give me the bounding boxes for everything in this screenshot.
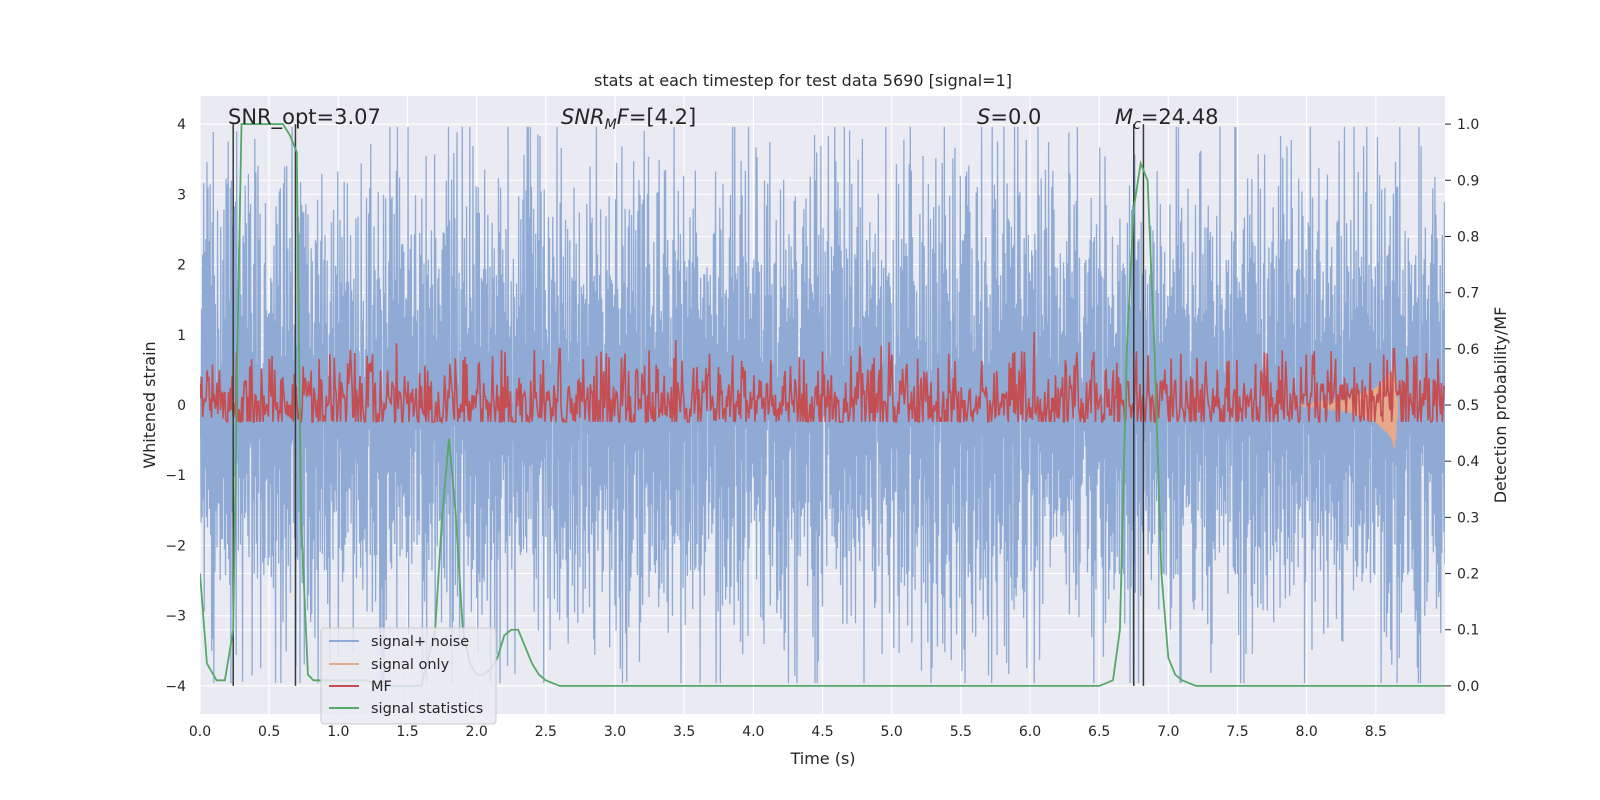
annotation-s: S=0.0 [977, 105, 1041, 129]
y-tick-label: 4 [177, 117, 186, 133]
legend-label-mf: MF [371, 679, 392, 695]
series-mf [200, 331, 1445, 425]
y2-tick-label: 0.1 [1457, 623, 1479, 639]
y2-tick-label: 1.0 [1457, 117, 1479, 133]
legend-label-signal-noise: signal+ noise [371, 634, 469, 650]
legend-label-signal-statistics: signal statistics [371, 701, 483, 717]
x-tick-label: 8.5 [1365, 724, 1387, 740]
x-tick-label: 2.0 [466, 724, 488, 740]
mc-sub: c [1133, 117, 1141, 133]
x-tick-label: 1.0 [327, 724, 349, 740]
x-axis-label: Time (s) [789, 749, 855, 768]
y-axis-label: Whitened strain [140, 341, 159, 468]
data-layer [200, 123, 1445, 687]
annotation-mc: Mc=24.48 [1115, 105, 1219, 133]
x-tick-label: 3.0 [604, 724, 626, 740]
x-tick-label: 4.5 [811, 724, 833, 740]
x-tick-label: 5.5 [950, 724, 972, 740]
y-tick-label: −4 [165, 679, 186, 695]
y-tick-label: −3 [165, 609, 186, 625]
x-tick-label: 8.0 [1296, 724, 1318, 740]
x-tick-label: 7.0 [1157, 724, 1179, 740]
x-tick-label: 3.5 [673, 724, 695, 740]
y2-axis-ticks: 0.0 0.1 0.2 0.3 0.4 0.5 0.6 0.7 0.8 0.9 1.0 [1445, 117, 1479, 695]
y-tick-label: −2 [165, 538, 186, 554]
y2-axis-label: Detection probability/MF [1491, 307, 1510, 504]
y2-tick-label: 0.9 [1457, 173, 1479, 189]
x-tick-label: 4.0 [742, 724, 764, 740]
y-axis-ticks: −4 −3 −2 −1 0 1 2 3 4 [165, 117, 186, 695]
y2-tick-label: 0.4 [1457, 454, 1479, 470]
y-tick-label: 3 [177, 187, 186, 203]
snr-mf-sub: M [605, 117, 617, 133]
x-tick-label: 2.5 [535, 724, 557, 740]
x-tick-label: 6.0 [1019, 724, 1041, 740]
y2-tick-label: 0.2 [1457, 567, 1479, 583]
snr-mf-f: F [617, 105, 630, 129]
snr-mf-value: =[4.2] [629, 105, 696, 129]
x-tick-label: 5.0 [881, 724, 903, 740]
y2-tick-label: 0.7 [1457, 286, 1479, 302]
s-name: S [977, 105, 990, 129]
s-value: =0.0 [990, 105, 1041, 129]
x-tick-label: 7.5 [1226, 724, 1248, 740]
legend-box [320, 627, 497, 725]
y2-tick-label: 0.0 [1457, 679, 1479, 695]
annotation-snr-mf: SNRMF=[4.2] [561, 105, 696, 133]
series-signal-noise [200, 126, 1445, 684]
legend: signal+ noise signal only MF signal stat… [320, 627, 497, 725]
y-tick-label: −1 [165, 468, 186, 484]
x-tick-label: 1.5 [396, 724, 418, 740]
mc-value: =24.48 [1141, 105, 1219, 129]
y-tick-label: 2 [177, 258, 186, 274]
y2-tick-label: 0.5 [1457, 398, 1479, 414]
y2-tick-label: 0.3 [1457, 510, 1479, 526]
y-tick-label: 0 [177, 398, 186, 414]
y2-tick-label: 0.8 [1457, 229, 1479, 245]
y-tick-label: 1 [177, 328, 186, 344]
x-tick-label: 0.5 [258, 724, 280, 740]
legend-label-signal-only: signal only [371, 657, 450, 673]
y2-tick-label: 0.6 [1457, 342, 1479, 358]
mc-name: M [1115, 105, 1133, 129]
x-axis-ticks: 0.0 0.5 1.0 1.5 2.0 2.5 3.0 3.5 4.0 4.5 5.0 5.5 6.0 6… [189, 724, 1387, 740]
x-tick-label: 0.0 [189, 724, 211, 740]
annotation-snr-opt: SNR_opt=3.07 [228, 105, 381, 130]
snr-mf-name: SNR [561, 105, 605, 129]
chart-title: stats at each timestep for test data 569… [594, 71, 1012, 90]
x-tick-label: 6.5 [1088, 724, 1110, 740]
